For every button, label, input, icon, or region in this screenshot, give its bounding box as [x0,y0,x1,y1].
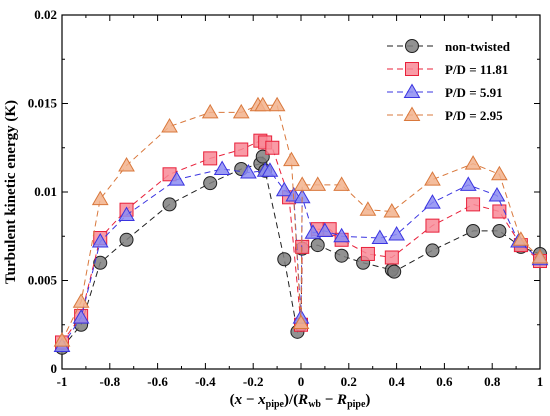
data-point [277,252,292,267]
legend-label: non-twisted [445,39,511,54]
x-tick-label: -0.8 [100,374,121,389]
data-point [383,202,401,218]
y-tick-label: 0.02 [34,7,57,22]
series-layer [53,96,549,355]
legend-marker [405,39,419,53]
data-point [283,151,300,167]
y-tick-label: 0.01 [34,184,57,199]
data-point [91,233,109,248]
x-tick-label: 0.8 [484,374,501,389]
legend: non-twisted P/D = 11.81 P/D = 5.91 P/D = 2.… [387,39,511,123]
data-point [168,171,186,186]
legend-marker [403,83,421,98]
data-point [201,103,219,119]
x-tick-label: 0.4 [388,374,405,389]
data-point [161,118,178,133]
x-tick-label: -0.2 [243,374,264,389]
data-point [275,181,293,197]
data-point [388,225,405,241]
data-point [492,204,507,219]
data-point [334,248,349,263]
data-point [531,248,549,264]
data-point [425,218,440,233]
data-point [293,188,311,204]
x-axis-title: (x − xpipe)/(Rwb − Rpipe) [230,392,371,410]
legend-entry: P/D = 11.81 [387,62,508,77]
data-point [162,197,177,212]
x-tick-label: -1 [57,374,68,389]
x-tick-label: -0.4 [195,374,216,389]
data-point [213,160,231,175]
legend-label: P/D = 2.95 [445,108,503,123]
data-point [72,293,90,308]
legend-label: P/D = 5.91 [445,85,503,100]
data-point [293,176,311,191]
data-point [512,231,530,246]
data-point [425,243,440,258]
x-tick-label: 0 [298,374,305,389]
data-point [53,332,71,347]
data-point [466,197,481,212]
legend-entry: P/D = 2.95 [387,106,503,123]
x-tick-label: 0.2 [341,374,357,389]
data-point [464,155,482,170]
series-4 [53,96,549,347]
data-point [310,238,325,253]
axes: -1 -0.8 -0.6 -0.4 -0.2 0 0.2 0.4 0.6 0.8 1 0 0.005 0.… [28,7,544,389]
data-point [234,142,249,157]
data-point [119,232,134,247]
data-point [371,229,389,245]
y-axis-title: Turbulent kinetic energy (K) [3,100,19,284]
legend-entry: P/D = 5.91 [387,83,503,100]
data-point [466,223,481,238]
data-point [492,223,507,238]
data-point [203,176,218,191]
data-point [387,264,402,279]
legend-entry: non-twisted [387,39,511,54]
data-point [91,190,109,206]
data-point [309,176,327,191]
legend-marker [403,106,421,121]
data-point [268,96,286,112]
y-tick-label: 0.015 [28,96,58,111]
data-point [240,164,257,179]
y-tick-label: 0.005 [28,273,58,288]
x-tick-label: -0.6 [147,374,168,389]
data-point [359,201,377,216]
data-point [203,151,218,166]
data-point [360,246,375,261]
legend-marker [405,62,419,76]
legend-label: P/D = 11.81 [445,62,508,77]
data-point [424,171,441,186]
data-point [459,176,477,191]
data-point [265,140,280,155]
data-point [316,222,334,237]
data-point [72,309,90,324]
data-point [118,156,135,172]
data-point [304,224,322,239]
data-point [254,96,272,112]
data-point [292,314,310,329]
data-point [261,162,279,177]
data-point [491,165,508,181]
data-point [333,176,350,191]
y-tick-label: 0 [51,361,58,376]
series-line [61,104,541,341]
data-point [424,194,441,209]
data-point [488,187,506,202]
data-point [232,103,250,119]
data-point [93,255,108,270]
data-point [118,206,135,222]
x-tick-label: 0.6 [436,374,453,389]
x-tick-label: 1 [537,374,544,389]
data-point [333,227,350,243]
data-point [384,250,399,265]
